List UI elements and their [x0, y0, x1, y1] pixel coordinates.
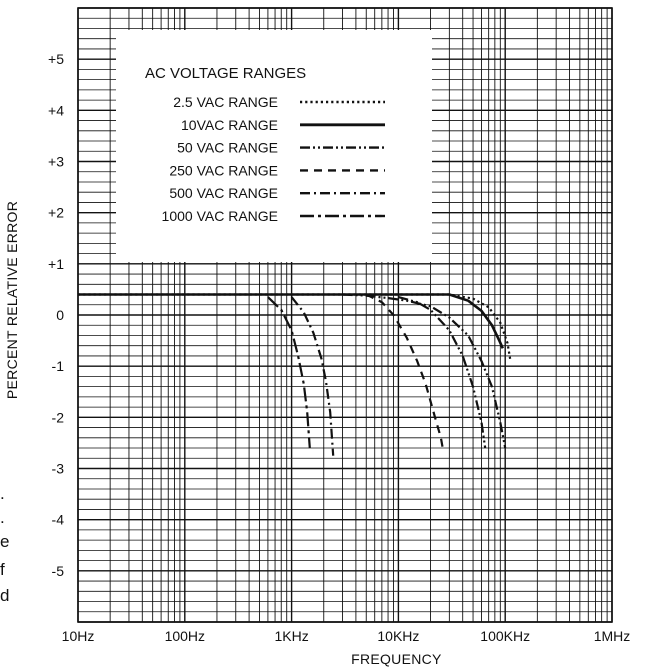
y-tick-label: +4 — [48, 102, 64, 118]
series-line-6 — [267, 296, 311, 449]
margin-text-fragment: . — [0, 508, 5, 527]
series-line-5 — [290, 296, 335, 456]
x-axis-label: FREQUENCY — [351, 651, 442, 667]
plot-frame — [77, 7, 613, 623]
x-tick-label: 10Hz — [62, 628, 95, 644]
series-line-3 — [342, 293, 507, 449]
y-tick-label: +1 — [48, 256, 64, 272]
series-line-7 — [398, 296, 487, 449]
y-tick-label: -4 — [52, 512, 65, 528]
series-layer — [78, 293, 512, 456]
y-tick-label: +5 — [48, 51, 64, 67]
series-line-4 — [365, 293, 444, 449]
y-tick-label: -1 — [52, 358, 65, 374]
y-axis-label: PERCENT RELATIVE ERROR — [4, 201, 20, 399]
y-tick-label: 0 — [56, 307, 64, 323]
legend-label-2: 10VAC RANGE — [181, 117, 278, 133]
y-tick-labels: +5 +4 +3 +2 +1 0 -1 -2 -3 -4 -5 — [48, 51, 64, 579]
x-tick-label: 100Hz — [165, 628, 205, 644]
y-tick-label: -2 — [52, 409, 65, 425]
legend-box — [116, 30, 432, 262]
legend-label-3: 50 VAC RANGE — [177, 140, 278, 156]
legend-label-6: 1000 VAC RANGE — [162, 208, 278, 224]
y-tick-label: +3 — [48, 154, 64, 170]
y-tick-label: -3 — [52, 461, 65, 477]
legend-title: AC VOLTAGE RANGES — [145, 65, 306, 82]
legend-label-5: 500 VAC RANGE — [169, 185, 278, 201]
x-tick-label: 1MHz — [594, 628, 631, 644]
y-tick-label: +2 — [48, 205, 64, 221]
margin-text-fragment: . — [0, 484, 5, 503]
margin-text-fragment: f — [0, 560, 5, 579]
x-tick-label: 1KHz — [274, 628, 308, 644]
margin-text-fragment: e — [0, 532, 10, 551]
series-line-2 — [78, 293, 504, 349]
margin-text-fragment: d — [0, 586, 10, 605]
legend: AC VOLTAGE RANGES 2.5 VAC RANGE 10VAC RAN… — [116, 30, 432, 262]
x-tick-label: 10KHz — [377, 628, 419, 644]
y-tick-label: -5 — [52, 563, 65, 579]
x-tick-labels: 10Hz 100Hz 1KHz 10KHz 100KHz 1MHz — [62, 628, 631, 644]
legend-label-4: 250 VAC RANGE — [169, 162, 278, 178]
legend-label-1: 2.5 VAC RANGE — [173, 94, 278, 110]
x-tick-label: 100KHz — [480, 628, 530, 644]
